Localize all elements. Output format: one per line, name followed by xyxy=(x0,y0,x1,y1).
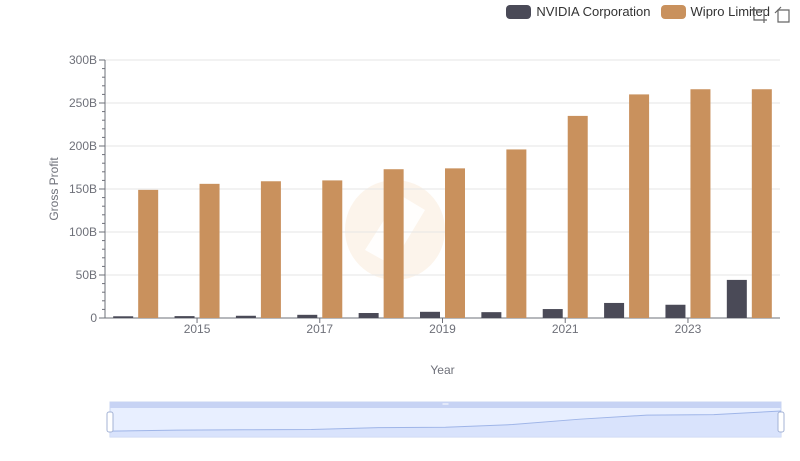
y-axis-title: Gross Profit xyxy=(47,157,61,221)
y-tick-label: 0 xyxy=(90,311,97,325)
bars xyxy=(113,89,772,319)
legend: NVIDIA Corporation Wipro Limited xyxy=(496,4,770,19)
zoom-handle-left[interactable] xyxy=(106,411,114,433)
y-tick-label: 250B xyxy=(69,96,97,110)
bar-wipro-2024[interactable] xyxy=(751,89,772,319)
x-tick-label: 2019 xyxy=(429,322,456,336)
bar-nvidia-2024[interactable] xyxy=(726,279,747,318)
bar-nvidia-2022[interactable] xyxy=(604,302,625,318)
data-zoom-slider[interactable] xyxy=(106,401,785,438)
bar-nvidia-2019[interactable] xyxy=(420,311,440,318)
y-tick-label: 100B xyxy=(69,225,97,239)
x-tick-label: 2015 xyxy=(184,322,211,336)
bar-wipro-2018[interactable] xyxy=(383,169,404,318)
y-tick-label: 300B xyxy=(69,53,97,67)
bar-wipro-2014[interactable] xyxy=(138,189,159,318)
bar-nvidia-2016[interactable] xyxy=(235,315,256,318)
x-axis-title: Year xyxy=(430,363,454,377)
bar-wipro-2016[interactable] xyxy=(260,181,281,318)
x-tick-label: 2021 xyxy=(552,322,579,336)
zoom-preview-line xyxy=(109,410,782,432)
legend-label-nvidia: NVIDIA Corporation xyxy=(536,4,651,19)
legend-swatch-nvidia xyxy=(506,4,532,19)
zoom-top-bar[interactable] xyxy=(110,402,781,408)
bar-nvidia-2021[interactable] xyxy=(542,309,563,318)
bar-wipro-2023[interactable] xyxy=(690,89,711,319)
y-tick-label: 150B xyxy=(69,182,97,196)
y-tick-label: 200B xyxy=(69,139,97,153)
legend-item-nvidia[interactable]: NVIDIA Corporation xyxy=(506,4,651,19)
y-tick-label: 50B xyxy=(76,268,97,282)
legend-item-wipro[interactable]: Wipro Limited xyxy=(660,4,770,19)
zoom-select-icon[interactable] xyxy=(750,6,768,24)
bar-nvidia-2017[interactable] xyxy=(297,314,318,318)
y-axis: 0 50B 100B 150B 200B 250B 300B xyxy=(69,53,106,325)
bar-wipro-2017[interactable] xyxy=(322,180,343,318)
legend-label-wipro: Wipro Limited xyxy=(690,4,770,19)
bar-wipro-2019[interactable] xyxy=(445,168,465,318)
zoom-handle-right[interactable] xyxy=(777,411,785,433)
bar-nvidia-2023[interactable] xyxy=(665,304,686,318)
bar-wipro-2015[interactable] xyxy=(199,183,220,318)
bar-wipro-2022[interactable] xyxy=(629,94,650,319)
zoom-reset-icon[interactable] xyxy=(774,6,792,24)
legend-swatch-wipro xyxy=(660,4,686,19)
toolbox xyxy=(750,6,792,24)
bar-nvidia-2020[interactable] xyxy=(481,312,502,318)
x-tick-label: 2017 xyxy=(306,322,333,336)
x-tick-label: 2023 xyxy=(675,322,702,336)
x-axis: 2015 2017 2019 2021 2023 xyxy=(105,317,780,336)
bar-wipro-2020[interactable] xyxy=(506,149,527,318)
bar-nvidia-2018[interactable] xyxy=(358,313,379,318)
bar-nvidia-2014[interactable] xyxy=(113,316,134,318)
bar-nvidia-2015[interactable] xyxy=(174,316,195,318)
bar-wipro-2021[interactable] xyxy=(567,115,588,319)
